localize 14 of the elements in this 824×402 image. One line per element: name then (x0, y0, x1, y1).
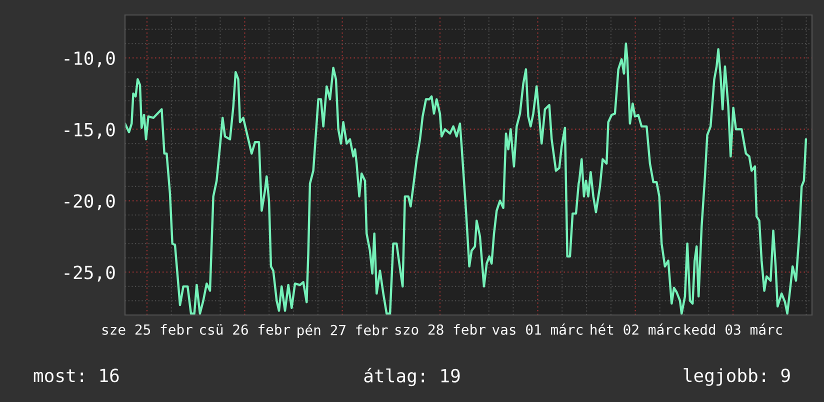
y-tick-label: -25,0 (64, 266, 115, 282)
text: átlag: 19 (364, 368, 460, 386)
x-tick-label: csü 26 febr (200, 324, 290, 335)
text: legjobb: 9 (684, 368, 790, 386)
y-tick-label: -10,0 (64, 51, 115, 68)
x-tick-label: vas 01 márc (492, 324, 583, 335)
y-tick-label: -15,0 (64, 122, 115, 139)
x-tick-label: kedd 03 márc (684, 324, 782, 335)
x-tick-label: sze 25 febr (102, 324, 192, 335)
x-tick-label: hét 02 márc (590, 324, 680, 335)
x-tick-label: pén 27 febr (298, 324, 388, 338)
y-tick-label: -20,0 (64, 194, 115, 210)
x-tick-label: szo 28 febr (395, 324, 486, 335)
text: most: 16 (34, 368, 119, 382)
